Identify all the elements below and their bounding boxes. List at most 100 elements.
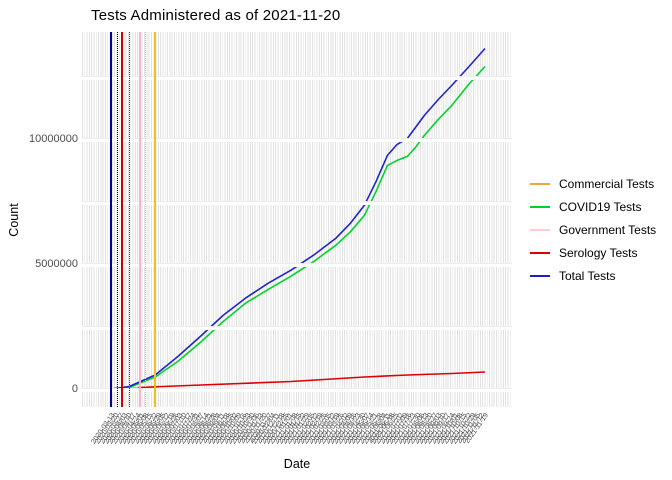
event-vline [145,32,147,407]
x-tick-label: 2021-08-20 [408,412,435,446]
x-tick-label: 2020-07-24 [171,412,198,446]
event-vline [117,32,119,407]
x-tick-label: 2020-10-30 [230,412,257,446]
x-tick-label: 2020-03-20 [94,412,121,446]
y-tick-label: 10000000 [29,133,78,146]
plot-panel [82,32,512,407]
event-vline [139,32,142,407]
x-tick-label: 2021-11-12 [459,412,486,445]
x-tick-label: 2020-08-07 [179,412,206,446]
legend: Commercial Tests COVID19 Tests Government … [530,172,668,287]
x-tick-label: 2021-06-25 [374,412,402,446]
x-tick-label: 2020-07-10 [162,412,189,446]
event-vline [129,32,131,407]
x-tick-label: 2021-10-29 [451,412,478,446]
x-tick-label: 2021-11-05 [455,412,482,445]
x-tick-label: 2020-11-06 [235,412,262,445]
x-tick-label: 2020-06-19 [149,412,177,446]
x-tick-label: 2020-12-04 [251,412,278,446]
x-tick-label: 2021-04-30 [340,412,368,446]
x-tick-label: 2020-09-18 [205,412,232,446]
x-tick-label: 2021-05-07 [345,412,372,446]
x-tick-label: 2020-05-15 [128,412,155,446]
x-tick-label: 2021-08-06 [400,412,427,446]
x-tick-label: 2020-11-20 [243,412,270,445]
x-tick-label: 2021-07-23 [391,412,418,446]
event-vline [121,32,124,407]
x-tick-label: 2021-07-02 [379,412,406,446]
x-tick-label: 2021-02-26 [302,412,329,446]
legend-label: Serology Tests [559,245,638,260]
legend-key-line [530,251,550,254]
series-line-serology-tests [138,371,486,389]
x-tick-label: 2021-04-02 [323,412,351,446]
x-tick-label: 2020-03-13 [90,412,117,446]
x-tick-label: 2020-04-03 [103,412,130,446]
x-tick-label: 2020-06-05 [141,412,168,446]
x-tick-label: 2021-03-26 [319,412,346,446]
x-tick-label: 2021-09-24 [429,412,457,446]
x-tick-label: 2020-04-24 [115,412,143,446]
x-tick-label: 2020-11-13 [239,412,266,445]
x-tick-label: 2021-09-03 [417,412,444,446]
x-tick-label: 2021-02-05 [289,412,317,446]
x-tick-label: 2021-04-16 [332,412,359,446]
y-tick-label: 5000000 [35,258,78,271]
x-tick-label: 2021-06-04 [362,412,389,446]
legend-label: COVID19 Tests [559,199,642,214]
x-tick-label: 2020-08-14 [183,412,211,446]
legend-item: Commercial Tests [530,172,668,195]
x-tick-label: 2020-12-25 [264,412,291,446]
x-tick-label: 2021-06-11 [366,412,393,445]
x-tick-label: 2020-05-01 [120,412,147,446]
x-tick-label: 2021-03-19 [315,412,342,446]
legend-item: Government Tests [530,218,668,241]
legend-item: Total Tests [530,264,668,287]
x-axis-title: Date [283,457,311,471]
legend-label: Commercial Tests [559,176,655,191]
x-tick-label: 2020-12-18 [260,412,287,446]
x-tick-label: 2020-09-11 [201,412,228,445]
x-tick-label: 2020-09-04 [196,412,223,446]
x-tick-label: 2021-05-28 [357,412,385,446]
legend-key-line [530,228,550,231]
chart-title: Tests Administered as of 2021-11-20 [91,7,341,24]
x-tick-label: 2021-10-15 [442,412,469,446]
x-tick-label: 2021-08-13 [404,412,431,446]
series-line-total-tests [110,47,486,390]
x-tick-label: 2021-02-19 [298,412,325,446]
x-tick-label: 2020-12-11 [256,412,283,445]
horizontal-gridline [82,325,512,330]
x-tick-label: 2021-07-16 [387,412,414,446]
x-tick-label: 2021-09-10 [421,412,448,446]
x-tick-label: 2020-04-10 [107,412,134,446]
legend-key-line [530,274,550,277]
series-lines [110,47,486,390]
x-tick-label: 2020-10-09 [217,412,245,446]
x-tick-label: 2021-04-23 [336,412,363,446]
x-tick-label: 2020-08-21 [188,412,215,446]
x-tick-label: 2020-06-26 [154,412,181,446]
x-tick-label: 2021-10-01 [434,412,461,446]
legend-item: Serology Tests [530,241,668,264]
x-tick-label: 2020-05-22 [132,412,160,446]
x-tick-label: 2020-05-29 [137,412,164,446]
x-tick-label: 2021-01-01 [268,412,295,446]
horizontal-gridline [82,388,512,392]
x-tick-label: 2021-07-09 [383,412,410,446]
x-tick-label: 2020-10-02 [213,412,240,446]
x-tick-label: 2020-07-17 [166,412,194,446]
x-tick-label: 2021-05-14 [349,412,376,446]
legend-label: Total Tests [559,268,616,283]
y-tick-label: 0 [71,383,78,395]
event-vline [154,32,157,407]
legend-item: COVID19 Tests [530,195,668,218]
x-tick-label: 2021-10-22 [446,412,474,446]
x-tick-label: 2021-08-27 [412,412,440,446]
x-tick-label: 2020-06-12 [145,412,172,446]
x-tick-label: 2021-01-15 [277,412,304,446]
x-tick-label: 2021-02-12 [294,412,321,446]
x-tick-label: 2021-07-30 [395,412,423,446]
legend-key-line [530,205,550,208]
